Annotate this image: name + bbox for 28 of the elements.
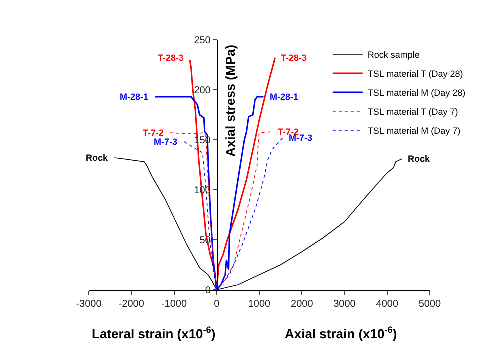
legend-label: TSL material T (Day 7): [368, 107, 458, 118]
annotation: Rock: [86, 153, 109, 163]
legend-label: TSL material M (Day 28): [368, 88, 466, 98]
x-tick-label: -1000: [161, 299, 188, 310]
x-tick-label: -2000: [118, 299, 145, 310]
y-tick-label: 200: [194, 86, 212, 96]
x-tick-label: 3000: [334, 299, 356, 310]
legend-label: TSL material T (Day 28): [368, 69, 464, 80]
x-axis-title: Lateral strain (x10$^{-6}$): [92, 325, 216, 342]
text: Axial strain (x10$^{-6}$): [285, 325, 398, 342]
x-tick-label: 2000: [291, 299, 314, 310]
y-axis-title: Axial stress (MPa): [222, 44, 238, 157]
x-tick-label: 1000: [248, 299, 272, 310]
y-tick-label: 250: [194, 36, 212, 46]
annotation: M-7-3: [154, 137, 178, 147]
annotation: T-7-2: [143, 128, 164, 138]
annotation: M-7-3: [289, 133, 313, 143]
annotation: Rock: [408, 154, 431, 164]
annotation: T-28-3: [281, 53, 308, 63]
legend-label: TSL material M (Day 7): [368, 126, 461, 136]
x-tick-label: 4000: [376, 299, 399, 310]
annotation: T-28-3: [158, 53, 184, 63]
x-tick-label: 5000: [418, 299, 442, 310]
legend-label: Rock sample: [368, 50, 420, 60]
annotation: M-28-1: [120, 92, 149, 102]
x-tick-label: -3000: [76, 299, 102, 310]
x-tick-label: 0: [214, 299, 220, 310]
annotation: M-28-1: [270, 92, 299, 102]
